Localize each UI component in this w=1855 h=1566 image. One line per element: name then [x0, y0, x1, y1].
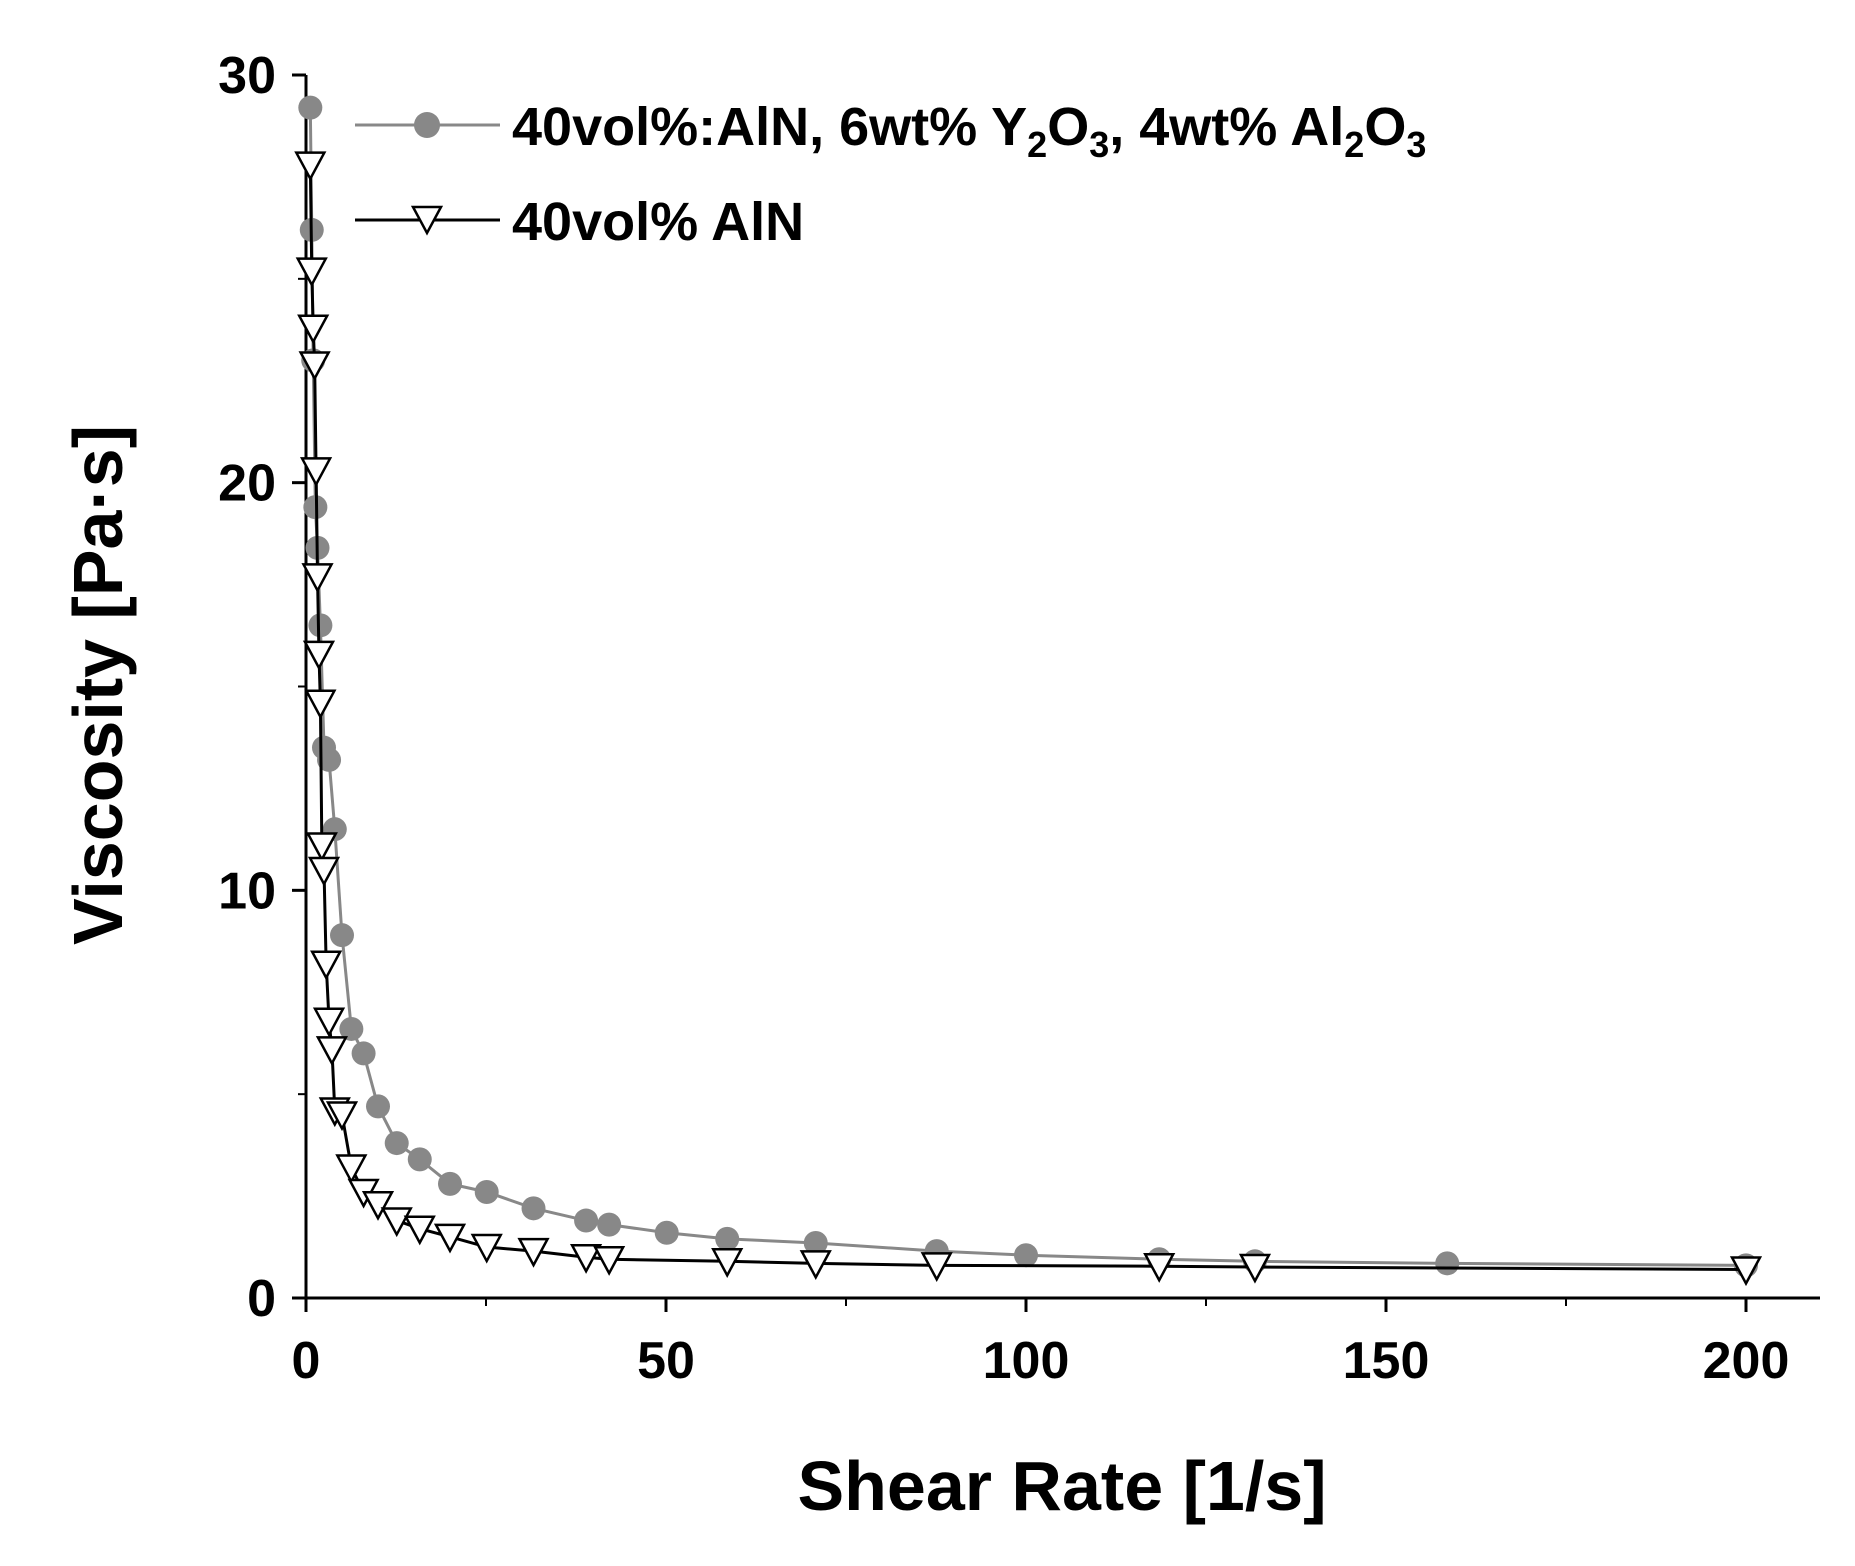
data-point — [654, 1220, 679, 1245]
data-point — [384, 1131, 409, 1156]
legend-label-series-1-sub1: 2 — [1027, 124, 1047, 165]
legend-item-series-1: 40vol%:AlN, 6wt% Y2O3, 4wt% Al2O3 — [355, 97, 1426, 165]
data-point — [407, 1147, 432, 1172]
data-point — [312, 1007, 346, 1038]
data-point — [304, 689, 337, 720]
data-point — [521, 1196, 546, 1221]
x-tick-label: 100 — [983, 1332, 1070, 1390]
data-point — [298, 351, 331, 382]
data-point — [1143, 1252, 1176, 1283]
series-1 — [298, 95, 1758, 1278]
legend-label-series-1-mid1: O — [1047, 97, 1089, 157]
series-layer — [294, 95, 1763, 1287]
data-point — [569, 1243, 603, 1274]
legend-label-series-1-sub4: 3 — [1406, 124, 1426, 165]
data-point — [470, 1233, 503, 1264]
series-2-line — [308, 164, 1747, 1271]
data-point — [433, 1223, 467, 1254]
data-point — [366, 1094, 390, 1119]
data-point — [297, 314, 330, 345]
data-point — [295, 257, 328, 288]
legend-label-series-1: 40vol%:AlN, 6wt% Y2O3, 4wt% Al2O3 — [512, 97, 1426, 165]
legend-label-series-1-mid2: , 4wt% Al — [1109, 97, 1344, 157]
legend-marker-series-1 — [414, 112, 440, 138]
series-1-line — [308, 107, 1747, 1267]
data-point — [307, 856, 341, 887]
legend-label-series-1-mid3: O — [1364, 97, 1406, 157]
data-point — [301, 563, 334, 594]
data-point — [438, 1171, 462, 1196]
data-point — [1014, 1243, 1038, 1268]
data-point — [1238, 1253, 1272, 1284]
y-tick-label: 20 — [218, 455, 276, 513]
data-point — [517, 1237, 550, 1268]
data-point — [294, 151, 327, 182]
legend-label-series-1-prefix: 40vol%:AlN, 6wt% Y — [512, 97, 1027, 157]
x-axis-label: Shear Rate [1/s] — [797, 1447, 1326, 1525]
x-tick-label: 150 — [1343, 1332, 1430, 1390]
data-point — [315, 1036, 349, 1066]
data-point — [308, 613, 333, 638]
data-point — [799, 1250, 832, 1280]
data-point — [593, 1246, 626, 1276]
data-point — [298, 95, 323, 120]
data-point — [335, 1154, 368, 1185]
legend: 40vol%:AlN, 6wt% Y2O3, 4wt% Al2O3 40vol%… — [355, 97, 1426, 252]
data-point — [403, 1215, 436, 1246]
data-point — [711, 1248, 744, 1278]
data-point — [597, 1212, 622, 1237]
data-point — [299, 457, 333, 488]
series-2 — [294, 151, 1763, 1287]
y-tick-label: 30 — [218, 47, 276, 105]
data-point — [305, 832, 338, 863]
data-point — [1729, 1256, 1763, 1287]
legend-label-series-2: 40vol% AlN — [512, 192, 804, 252]
data-point — [325, 1101, 359, 1132]
data-point — [302, 640, 336, 671]
y-tick-label: 10 — [218, 862, 276, 920]
y-tick-label: 0 — [247, 1270, 276, 1328]
data-point — [1435, 1251, 1460, 1276]
data-point — [803, 1230, 828, 1255]
data-point — [715, 1226, 740, 1251]
data-point — [361, 1190, 395, 1221]
y-ticks: 0 10 20 30 — [218, 47, 306, 1328]
x-tick-label: 50 — [637, 1332, 695, 1390]
x-tick-label: 0 — [292, 1332, 321, 1390]
data-point — [474, 1180, 499, 1205]
legend-label-series-1-sub2: 3 — [1089, 124, 1109, 165]
data-point — [574, 1208, 599, 1233]
legend-label-series-1-sub3: 2 — [1344, 124, 1364, 165]
y-axis-label: Viscosity [Pa·s] — [59, 425, 137, 945]
data-point — [330, 923, 354, 948]
data-point — [339, 1016, 364, 1041]
data-point — [380, 1207, 413, 1238]
axes: 0 50 100 150 200 0 10 20 30 — [218, 47, 1820, 1390]
legend-marker-series-2 — [410, 205, 444, 236]
x-tick-label: 200 — [1703, 1332, 1790, 1390]
data-point — [317, 747, 342, 772]
legend-item-series-2: 40vol% AlN — [355, 192, 804, 252]
data-point — [310, 950, 343, 981]
data-point — [920, 1252, 953, 1283]
data-point — [351, 1041, 376, 1066]
x-ticks: 0 50 100 150 200 — [292, 1298, 1790, 1390]
